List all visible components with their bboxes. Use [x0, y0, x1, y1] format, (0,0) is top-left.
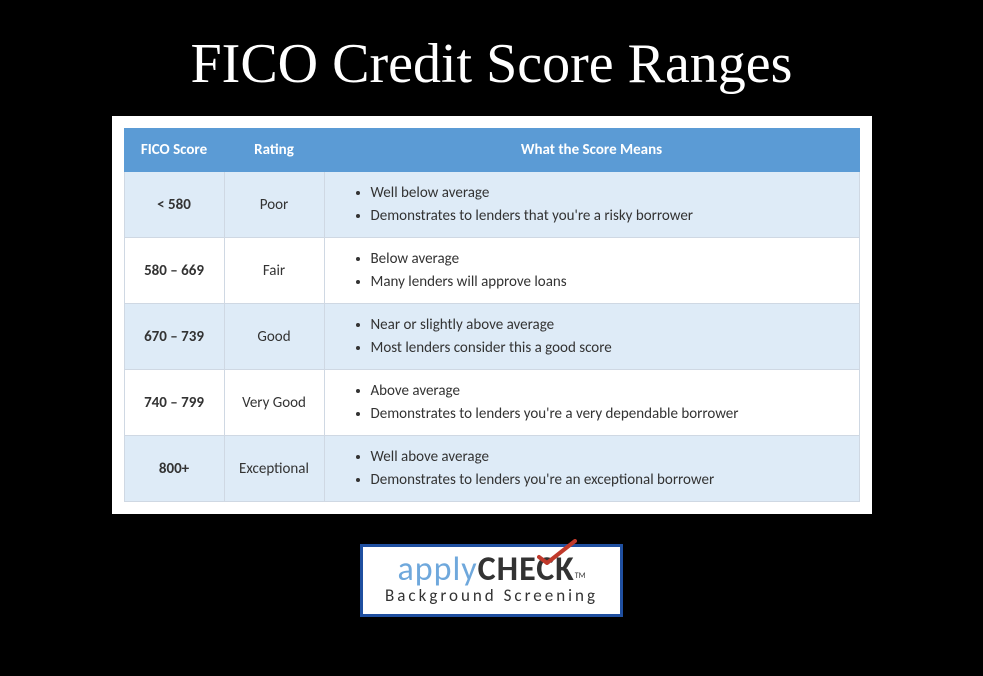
meaning-item: Near or slightly above average [371, 314, 845, 337]
meaning-item: Demonstrates to lenders you're a very de… [371, 403, 845, 426]
cell-rating: Exceptional [224, 436, 324, 502]
cell-score: 740 – 799 [124, 370, 224, 436]
meaning-list: Well above averageDemonstrates to lender… [339, 446, 845, 491]
table-row: 670 – 739Good Near or slightly above aver… [124, 304, 859, 370]
meaning-item: Well above average [371, 446, 845, 469]
fico-table: FICO Score Rating What the Score Means <… [124, 128, 860, 502]
cell-rating: Very Good [224, 370, 324, 436]
logo-wordmark: applyCHECKTM [385, 553, 598, 587]
meaning-item: Most lenders consider this a good score [371, 337, 845, 360]
col-header-rating: Rating [224, 129, 324, 172]
table-row: 800+Exceptional Well above averageDemonst… [124, 436, 859, 502]
cell-meaning: Above averageDemonstrates to lenders you… [324, 370, 859, 436]
cell-score: 580 – 669 [124, 238, 224, 304]
table-row: 740 – 799Very Good Above averageDemonstra… [124, 370, 859, 436]
logo-tm: TM [575, 571, 586, 581]
meaning-list: Near or slightly above averageMost lende… [339, 314, 845, 359]
meaning-item: Above average [371, 380, 845, 403]
col-header-meaning: What the Score Means [324, 129, 859, 172]
meaning-list: Well below averageDemonstrates to lender… [339, 182, 845, 227]
meaning-item: Well below average [371, 182, 845, 205]
col-header-score: FICO Score [124, 129, 224, 172]
cell-meaning: Well above averageDemonstrates to lender… [324, 436, 859, 502]
cell-score: 670 – 739 [124, 304, 224, 370]
table-row: < 580Poor Well below averageDemonstrates … [124, 172, 859, 238]
logo-check-text: CHECK [478, 553, 575, 587]
table-row: 580 – 669Fair Below averageMany lenders w… [124, 238, 859, 304]
cell-meaning: Below averageMany lenders will approve l… [324, 238, 859, 304]
logo-container: applyCHECKTM Background Screening [360, 544, 623, 617]
cell-score: 800+ [124, 436, 224, 502]
meaning-list: Above averageDemonstrates to lenders you… [339, 380, 845, 425]
cell-meaning: Near or slightly above averageMost lende… [324, 304, 859, 370]
table-container: FICO Score Rating What the Score Means <… [112, 116, 872, 514]
meaning-list: Below averageMany lenders will approve l… [339, 248, 845, 293]
cell-score: < 580 [124, 172, 224, 238]
cell-rating: Good [224, 304, 324, 370]
checkmark-icon [537, 539, 577, 565]
page-title: FICO Credit Score Ranges [191, 32, 793, 96]
meaning-item: Below average [371, 248, 845, 271]
cell-rating: Poor [224, 172, 324, 238]
meaning-item: Many lenders will approve loans [371, 271, 845, 294]
logo-apply-text: apply [397, 549, 477, 590]
cell-rating: Fair [224, 238, 324, 304]
meaning-item: Demonstrates to lenders that you're a ri… [371, 205, 845, 228]
meaning-item: Demonstrates to lenders you're an except… [371, 469, 845, 492]
cell-meaning: Well below averageDemonstrates to lender… [324, 172, 859, 238]
table-body: < 580PoorWell below averageDemonstrates … [124, 172, 859, 502]
